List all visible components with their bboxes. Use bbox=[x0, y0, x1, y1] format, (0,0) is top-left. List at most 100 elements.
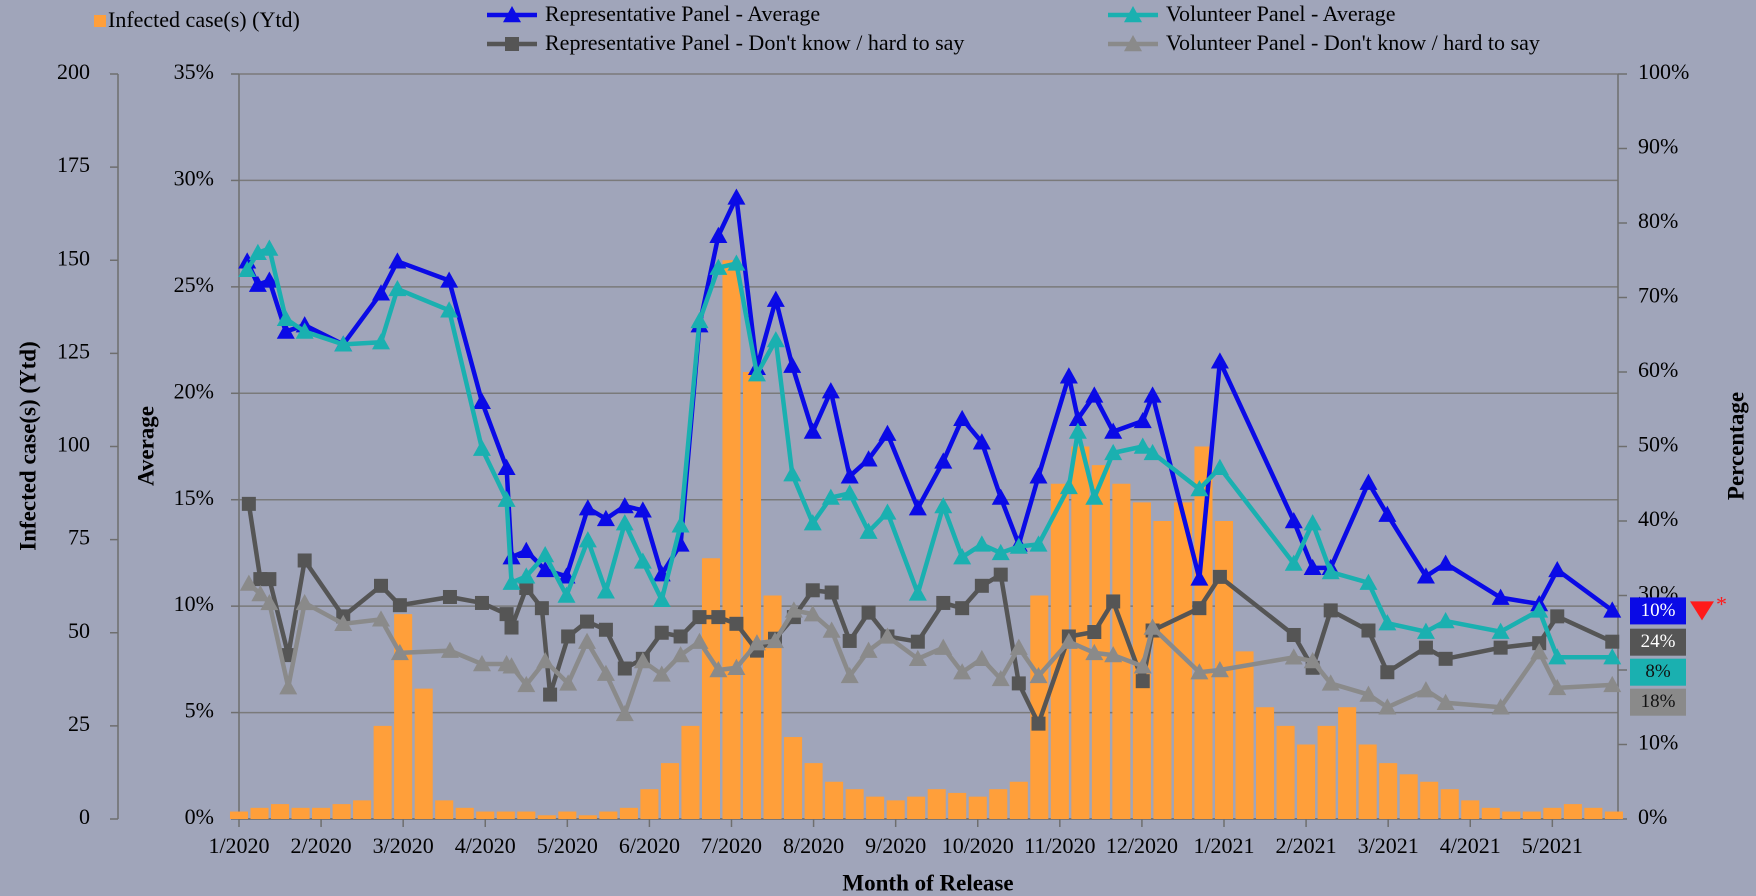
marker bbox=[1436, 693, 1455, 710]
marker bbox=[517, 567, 536, 584]
marker bbox=[908, 584, 927, 601]
bar bbox=[1112, 483, 1131, 819]
bar bbox=[578, 815, 597, 819]
bar bbox=[1338, 707, 1357, 819]
x-tick-label: 4/2020 bbox=[455, 833, 516, 858]
marker bbox=[1143, 386, 1162, 403]
tick-label: 50 bbox=[68, 618, 90, 643]
x-tick-label: 3/2021 bbox=[1358, 833, 1419, 858]
bar bbox=[619, 807, 638, 819]
marker bbox=[1605, 634, 1620, 649]
marker bbox=[1438, 651, 1453, 666]
marker bbox=[993, 567, 1008, 582]
marker bbox=[1087, 625, 1102, 640]
marker bbox=[502, 657, 521, 674]
marker bbox=[953, 663, 972, 680]
x-tick-label: 9/2020 bbox=[865, 833, 926, 858]
marker bbox=[517, 675, 536, 693]
y2-axis-title: Average bbox=[133, 406, 158, 486]
marker bbox=[1436, 554, 1455, 571]
tick-label: 25% bbox=[174, 272, 214, 297]
marker bbox=[1085, 643, 1104, 661]
marker bbox=[1011, 676, 1026, 691]
x-tick-label: 8/2020 bbox=[783, 833, 844, 858]
bar bbox=[1153, 521, 1172, 819]
legend-label: Volunteer Panel - Don't know / hard to s… bbox=[1166, 30, 1540, 55]
legend-marker bbox=[505, 37, 519, 51]
end-label: 18% bbox=[1641, 691, 1676, 712]
marker bbox=[1359, 473, 1378, 490]
bar bbox=[1461, 800, 1480, 819]
tick-label: 200 bbox=[57, 59, 90, 84]
marker bbox=[1143, 618, 1162, 635]
marker bbox=[908, 499, 927, 516]
marker bbox=[1491, 588, 1510, 605]
bar bbox=[1091, 465, 1110, 819]
marker bbox=[1133, 657, 1152, 674]
tick-label: 0 bbox=[79, 804, 90, 829]
marker bbox=[878, 424, 897, 441]
x-tick-label: 10/2020 bbox=[942, 833, 1014, 858]
marker bbox=[727, 254, 746, 271]
marker bbox=[1303, 652, 1322, 669]
tick-label: 10% bbox=[1638, 730, 1678, 755]
tick-label: 5% bbox=[185, 698, 214, 723]
marker bbox=[1418, 640, 1433, 655]
marker bbox=[248, 275, 267, 292]
y-axis-title: Infected case(s) (Ytd) bbox=[15, 341, 40, 551]
marker bbox=[1323, 603, 1338, 618]
marker bbox=[534, 601, 549, 616]
tick-label: 90% bbox=[1638, 134, 1678, 159]
marker bbox=[442, 589, 457, 604]
end-label-box bbox=[1630, 628, 1686, 656]
marker bbox=[543, 687, 558, 702]
marker bbox=[673, 629, 688, 644]
marker bbox=[953, 548, 972, 565]
marker bbox=[840, 666, 859, 684]
bar bbox=[1235, 651, 1254, 819]
line bbox=[246, 503, 1614, 726]
x-tick-label: 12/2020 bbox=[1106, 833, 1178, 858]
marker bbox=[578, 632, 597, 649]
marker bbox=[859, 450, 878, 467]
x-tick-label: 11/2020 bbox=[1024, 833, 1095, 858]
marker bbox=[803, 605, 822, 622]
x-tick-label: 6/2020 bbox=[619, 833, 680, 858]
marker bbox=[1603, 648, 1622, 665]
marker bbox=[1192, 601, 1207, 616]
marker bbox=[499, 607, 514, 622]
marker bbox=[578, 499, 597, 516]
marker bbox=[1104, 422, 1123, 439]
x-tick-label: 2/2020 bbox=[291, 833, 352, 858]
x-tick-label: 4/2021 bbox=[1440, 833, 1501, 858]
marker bbox=[840, 484, 859, 501]
bar bbox=[271, 804, 290, 819]
marker bbox=[784, 601, 803, 618]
bar bbox=[476, 811, 495, 819]
bar bbox=[517, 811, 536, 819]
marker bbox=[372, 610, 391, 627]
marker bbox=[1212, 569, 1227, 584]
marker bbox=[1548, 560, 1567, 578]
marker bbox=[374, 578, 389, 593]
marker bbox=[1321, 674, 1340, 691]
marker bbox=[766, 290, 785, 307]
marker bbox=[390, 643, 409, 661]
marker bbox=[671, 646, 690, 663]
marker bbox=[1303, 558, 1322, 576]
marker bbox=[859, 641, 878, 658]
marker bbox=[842, 633, 857, 648]
marker bbox=[908, 649, 927, 667]
marker bbox=[690, 311, 709, 329]
tick-label: 80% bbox=[1638, 208, 1678, 233]
bar bbox=[599, 811, 618, 819]
marker bbox=[633, 501, 652, 518]
bar bbox=[1522, 811, 1541, 819]
marker bbox=[557, 586, 576, 603]
marker bbox=[953, 409, 972, 427]
marker bbox=[991, 488, 1010, 505]
end-label-box bbox=[1630, 658, 1686, 686]
marker bbox=[910, 634, 925, 649]
marker bbox=[260, 593, 279, 611]
tick-label: 40% bbox=[1638, 506, 1678, 531]
